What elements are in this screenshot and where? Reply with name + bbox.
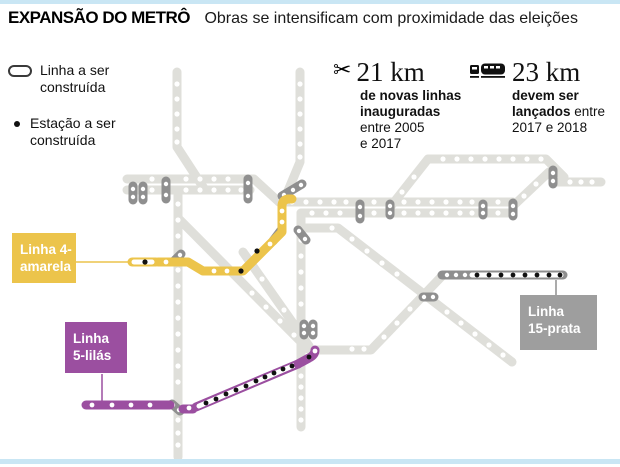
line-4-new-station-dots [142,248,260,274]
legend-line-label: Linha a ser construída [40,62,110,95]
existing-station-dots [149,81,595,448]
stat-inaugurated-value: 21 km [356,57,425,87]
legend-station-label: Estação a ser construída [30,115,116,148]
top-accent-band [0,0,620,4]
line-to-build-icon [8,65,32,77]
station-to-build-icon [14,121,20,127]
line-5-new-station-dots [203,354,312,406]
stat-inaugurated-caption: de novas linhas inauguradas entre 2005 e… [360,88,462,151]
header: EXPANSÃO DO METRÔ Obras se intensificam … [8,8,616,28]
bottom-accent-band [0,459,620,464]
label-linha-15-prata: Linha 15-prata [520,295,597,350]
stat-planned-value: 23 km [512,57,581,87]
label-linha-5-lilas: Linha 5-lilás [65,322,127,373]
line-15-prata-path [437,270,568,280]
legend-item-station: Estação a ser construída [8,115,116,149]
page-subtitle: Obras se intensificam com proximidade da… [204,10,578,27]
stat-planned: 23 km devem ser lançados entre 2017 e 20… [470,58,618,136]
legend-item-line: Linha a ser construída [8,62,109,96]
stat-inaugurated: ✂ 21 km de novas linhas inauguradas entr… [333,58,468,152]
stat-planned-caption: devem ser lançados entre 2017 e 2018 [512,88,606,135]
label-connectors [76,261,557,401]
label-linha-4-amarela: Linha 4- amarela [12,233,76,283]
line-4-amarela-path [127,194,297,276]
scissors-icon: ✂ [333,57,352,82]
interchange-dots [130,170,556,413]
line-15-new-station-dots [474,272,563,278]
line-5-lilas-path [81,345,320,414]
train-icon [470,63,505,78]
page-title: EXPANSÃO DO METRÔ [8,8,190,27]
